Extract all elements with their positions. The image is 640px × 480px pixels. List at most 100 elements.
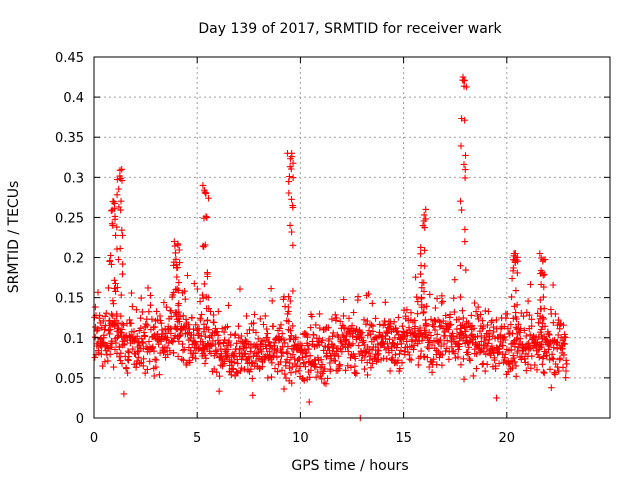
- data-point: [422, 206, 429, 213]
- data-point: [462, 166, 469, 173]
- data-point: [128, 289, 135, 297]
- data-point: [101, 358, 109, 365]
- data-point: [365, 290, 372, 298]
- data-point: [127, 319, 135, 327]
- data-point: [187, 334, 194, 342]
- data-point: [455, 346, 462, 353]
- data-point: [113, 223, 121, 231]
- data-point: [151, 356, 159, 363]
- data-point: [501, 336, 509, 344]
- data-point: [167, 307, 175, 315]
- y-tick-label: 0.4: [63, 91, 84, 106]
- data-point: [552, 310, 559, 318]
- data-point: [381, 321, 389, 328]
- data-point: [124, 347, 132, 355]
- data-point: [204, 316, 211, 324]
- data-point: [112, 280, 119, 287]
- data-point: [526, 331, 534, 339]
- data-point: [254, 335, 262, 343]
- data-point: [420, 303, 428, 311]
- data-point: [200, 243, 207, 250]
- data-point: [228, 358, 235, 365]
- data-point: [440, 340, 448, 348]
- data-point: [325, 335, 333, 343]
- data-point: [563, 360, 570, 368]
- data-point: [549, 281, 557, 289]
- data-point: [562, 374, 569, 381]
- data-point: [192, 355, 200, 362]
- data-point: [268, 359, 276, 367]
- data-point: [510, 252, 518, 260]
- data-point: [438, 292, 446, 300]
- data-point: [493, 394, 500, 402]
- data-point: [410, 342, 418, 349]
- data-point: [120, 390, 128, 398]
- data-point: [396, 350, 403, 358]
- data-point: [173, 261, 180, 268]
- data-point: [289, 363, 296, 371]
- data-point: [202, 332, 209, 340]
- data-point: [139, 308, 146, 316]
- data-point: [510, 354, 518, 362]
- data-point: [559, 345, 566, 352]
- data-point: [292, 334, 300, 341]
- x-tick-label: 0: [90, 431, 98, 446]
- data-point: [118, 291, 125, 299]
- data-point: [384, 330, 391, 337]
- data-point: [366, 356, 373, 364]
- data-point: [449, 333, 457, 341]
- data-point: [361, 341, 368, 349]
- data-point: [202, 355, 210, 362]
- data-point: [474, 312, 481, 320]
- data-point: [312, 321, 320, 329]
- data-point: [172, 249, 179, 257]
- data-point: [228, 371, 235, 379]
- data-point: [137, 314, 144, 322]
- data-point: [225, 337, 233, 345]
- data-point: [185, 321, 192, 328]
- axis-ticks: [93, 56, 610, 419]
- data-point: [495, 360, 503, 367]
- data-point: [312, 373, 320, 381]
- data-point: [175, 287, 182, 294]
- data-point: [541, 369, 548, 377]
- data-point: [399, 322, 406, 330]
- data-point: [242, 350, 249, 357]
- data-point: [432, 304, 439, 312]
- data-point: [274, 368, 281, 375]
- data-point: [263, 334, 271, 341]
- data-point: [408, 338, 416, 345]
- data-point: [461, 77, 468, 84]
- data-point: [91, 354, 99, 361]
- data-point: [99, 362, 106, 370]
- data-point: [420, 211, 428, 219]
- data-point: [117, 349, 125, 357]
- data-point: [182, 324, 189, 332]
- data-point: [199, 242, 207, 250]
- data-point: [106, 317, 114, 324]
- data-point: [160, 347, 167, 354]
- data-point: [314, 368, 322, 376]
- data-point: [459, 73, 467, 81]
- data-point: [461, 174, 469, 182]
- data-point: [536, 250, 544, 257]
- data-point: [425, 345, 433, 352]
- data-point: [173, 273, 181, 281]
- data-point: [485, 308, 492, 315]
- data-point: [175, 338, 182, 345]
- data-point: [407, 309, 415, 316]
- data-point: [150, 324, 157, 331]
- data-point: [316, 310, 323, 318]
- data-point: [181, 287, 188, 295]
- data-point: [286, 173, 293, 180]
- data-point: [101, 326, 108, 333]
- data-point: [545, 346, 552, 353]
- data-point: [179, 347, 187, 354]
- data-point: [526, 345, 534, 352]
- data-point: [524, 361, 532, 368]
- data-point: [433, 331, 441, 338]
- tick-labels: 0 0.05 0.1 0.15 0.2 0.25 0.3 0.35 0.4 0.45 0 5 10 15 2…: [55, 51, 515, 446]
- data-point: [486, 327, 494, 334]
- data-point: [551, 369, 559, 376]
- data-point: [230, 359, 238, 366]
